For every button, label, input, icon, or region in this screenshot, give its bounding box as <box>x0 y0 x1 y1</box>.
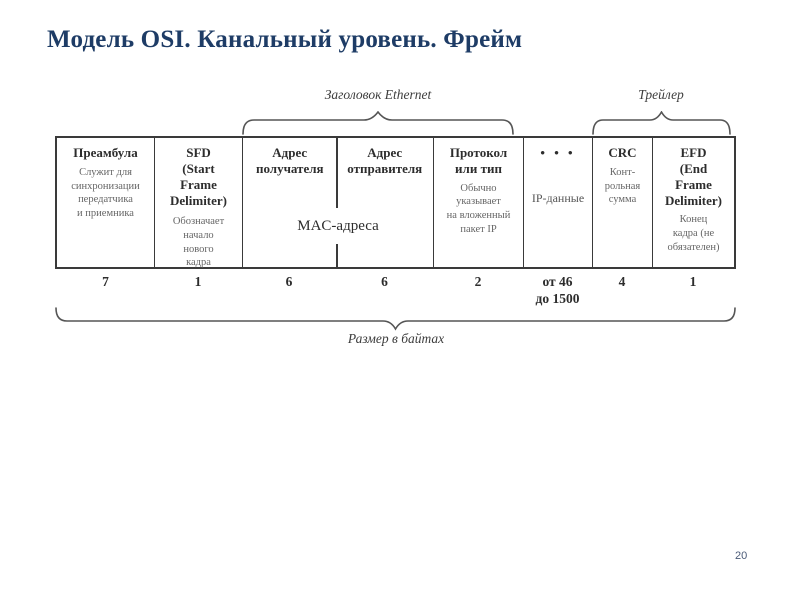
cell-preamble-title: Преамбула <box>73 145 138 160</box>
trailer-brace <box>592 111 731 135</box>
size-efd: 1 <box>689 274 697 289</box>
page-title: Модель OSI. Канальный уровень. Фрейм <box>47 26 523 53</box>
cell-crc-desc: Конт- рольная сумма <box>604 166 641 206</box>
size-sfd: 1 <box>194 274 202 289</box>
cell-sfd-title: SFD (Start Frame Delimiter) <box>169 145 228 208</box>
cell-protocol-title: Протокол или тип <box>449 145 508 176</box>
cell-efd-title: EFD (End Frame Delimiter) <box>664 145 723 208</box>
cell-sfd-desc: Обозначает начало нового кадра <box>172 216 225 269</box>
cell-efd: EFD (End Frame Delimiter) Конец кадра (н… <box>652 138 734 267</box>
cell-src-address: Адрес отправителя <box>337 138 433 267</box>
cell-crc: CRC Конт- рольная сумма <box>592 138 652 267</box>
cell-efd-desc: Конец кадра (не обязателен) <box>667 214 720 253</box>
size-in-bytes-label: Размер в байтах <box>347 331 445 346</box>
cell-mac-addresses-pair: Адрес получателя Адрес отправителя MAC-а… <box>242 138 433 267</box>
cell-sfd: SFD (Start Frame Delimiter) Обозначает н… <box>154 138 242 269</box>
size-in-bytes-brace <box>55 307 736 331</box>
cell-preamble: Преамбула Служит для синхронизации перед… <box>57 138 154 267</box>
cell-crc-title: CRC <box>608 145 637 160</box>
size-ip-data: от 46 до 1500 <box>535 274 580 306</box>
ellipsis-dots: • • • <box>540 145 576 160</box>
byte-sizes-row: 7 1 6 6 2 от 46 до 1500 4 1 <box>57 274 734 308</box>
cell-dest-address: Адрес получателя <box>243 138 337 267</box>
partial-divider-top <box>336 138 338 208</box>
ethernet-header-label: Заголовок Ethernet <box>324 87 432 102</box>
size-src-address: 6 <box>381 274 388 289</box>
page-number: 20 <box>735 550 748 562</box>
ethernet-frame-table: Преамбула Служит для синхронизации перед… <box>55 136 736 269</box>
cell-src-address-title: Адрес отправителя <box>347 145 423 176</box>
cell-ip-data-label: IP-данные <box>531 190 585 205</box>
ethernet-header-brace <box>242 111 514 135</box>
partial-divider-bottom <box>336 244 338 267</box>
size-dest-address: 6 <box>285 274 293 289</box>
cell-protocol: Протокол или тип Обычно указывает на вло… <box>433 138 523 267</box>
size-preamble: 7 <box>102 274 109 289</box>
size-protocol: 2 <box>474 274 482 289</box>
trailer-label: Трейлер <box>638 87 684 102</box>
cell-preamble-desc: Служит для синхронизации передатчика и п… <box>71 166 140 219</box>
cell-protocol-desc: Обычно указывает на вложенный пакет IP <box>446 182 511 235</box>
cell-dest-address-title: Адрес получателя <box>255 145 324 176</box>
cell-ip-data: • • • IP-данные <box>523 138 592 267</box>
mac-addresses-label: MAC-адреса <box>297 218 379 234</box>
size-crc: 4 <box>618 274 626 289</box>
